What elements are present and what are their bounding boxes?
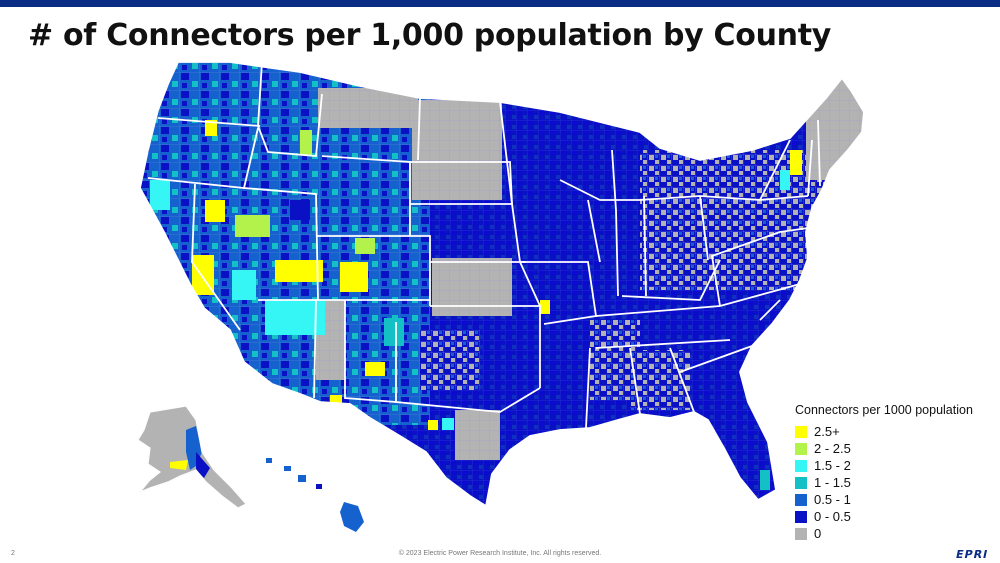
page-number: 2: [11, 550, 15, 557]
legend-items: 2.5+ 2 - 2.5 1.5 - 2 1 - 1.5 0.5 - 1 0 - 0.5 0: [795, 423, 995, 542]
legend-swatch: [795, 459, 807, 472]
legend-label: 0 - 0.5: [814, 509, 851, 524]
legend-label: 0: [814, 526, 822, 541]
top-accent-bar: [0, 0, 1000, 7]
legend-item: 0.5 - 1: [795, 491, 995, 508]
slide-footer: [0, 546, 1000, 563]
copyright-notice: © 2023 Electric Power Research Institute…: [398, 550, 602, 557]
legend-label: 1.5 - 2: [814, 458, 851, 473]
legend-item: 1 - 1.5: [795, 474, 995, 491]
legend-label: 1 - 1.5: [814, 475, 851, 490]
legend-swatch: [795, 493, 807, 506]
legend-item: 1.5 - 2: [795, 457, 995, 474]
state-borders: [139, 61, 865, 508]
alaska: [137, 405, 247, 509]
map-legend: Connectors per 1000 population 2.5+ 2 - 2…: [795, 403, 995, 542]
epri-logo: EPRI: [954, 548, 990, 561]
legend-item: 2.5+: [795, 423, 995, 440]
legend-label: 2.5+: [814, 424, 840, 439]
legend-title: Connectors per 1000 population: [795, 403, 973, 417]
legend-swatch: [795, 425, 807, 438]
page-title: # of Connectors per 1,000 population by …: [28, 18, 831, 53]
legend-swatch: [795, 476, 807, 489]
legend-swatch: [795, 510, 807, 523]
legend-swatch: [795, 527, 807, 540]
legend-item: 0: [795, 525, 995, 542]
hawaii: [266, 458, 364, 532]
legend-item: 2 - 2.5: [795, 440, 995, 457]
legend-swatch: [795, 442, 807, 455]
legend-label: 0.5 - 1: [814, 492, 851, 507]
legend-label: 2 - 2.5: [814, 441, 851, 456]
legend-item: 0 - 0.5: [795, 508, 995, 525]
